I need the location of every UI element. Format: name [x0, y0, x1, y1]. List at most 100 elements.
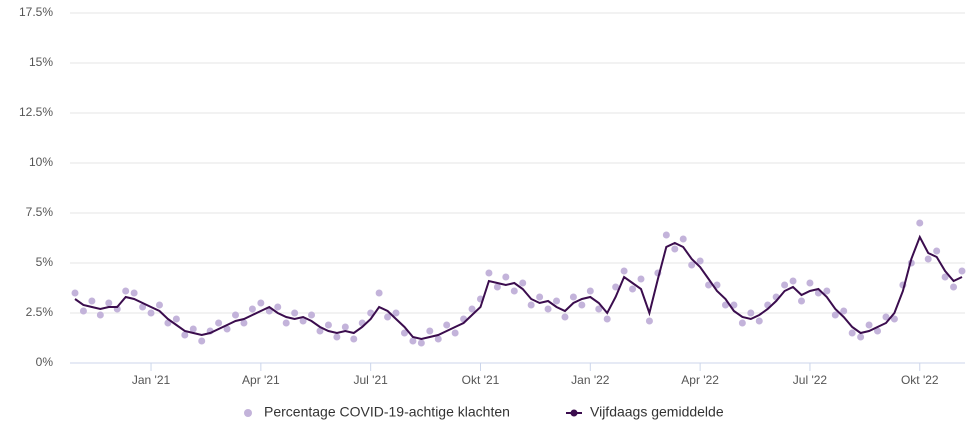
- data-dot: [147, 309, 155, 317]
- data-dot: [924, 255, 932, 263]
- data-dot: [713, 281, 721, 289]
- data-dot: [333, 333, 341, 341]
- data-dot: [232, 311, 240, 319]
- y-tick-label: 12.5%: [19, 105, 53, 119]
- data-dot: [198, 337, 206, 345]
- data-dot: [544, 305, 552, 313]
- data-dot: [493, 283, 501, 291]
- y-tick-label: 15%: [29, 55, 53, 69]
- data-dot: [831, 311, 839, 319]
- data-dot: [282, 319, 290, 327]
- data-dot: [848, 329, 856, 337]
- legend-label: Vijfdaags gemiddelde: [590, 404, 724, 420]
- data-dot: [71, 289, 79, 297]
- average-line: [74, 234, 963, 341]
- data-dot: [384, 313, 392, 321]
- data-dot: [933, 247, 941, 255]
- data-dot: [865, 321, 873, 329]
- data-dot: [417, 339, 425, 347]
- data-dot: [840, 307, 848, 315]
- data-dot: [755, 317, 763, 325]
- x-tick-label: Okt '22: [901, 373, 939, 387]
- x-tick-label: Jan '21: [132, 373, 171, 387]
- y-tick-label: 0%: [36, 355, 54, 369]
- legend-label: Percentage COVID-19-achtige klachten: [264, 404, 510, 420]
- data-dot: [603, 315, 611, 323]
- data-dot: [730, 301, 738, 309]
- data-dot: [527, 301, 535, 309]
- data-dot: [561, 313, 569, 321]
- data-dot: [122, 287, 130, 295]
- data-dot: [299, 317, 307, 325]
- y-tick-label: 10%: [29, 155, 53, 169]
- data-dot: [324, 321, 332, 329]
- data-dot: [257, 299, 265, 307]
- data-dot: [105, 299, 113, 307]
- data-dot: [958, 267, 966, 275]
- data-dot: [569, 293, 577, 301]
- y-tick-label: 5%: [36, 255, 54, 269]
- data-dot: [781, 281, 789, 289]
- data-dot: [341, 323, 349, 331]
- data-dot: [502, 273, 510, 281]
- data-dot: [223, 325, 231, 333]
- data-dot: [510, 287, 518, 295]
- y-tick-label: 7.5%: [26, 205, 54, 219]
- data-dot: [612, 283, 620, 291]
- data-dot: [595, 305, 603, 313]
- data-dot: [181, 331, 189, 339]
- x-tick-label: Jul '22: [793, 373, 828, 387]
- data-dot: [367, 309, 375, 317]
- x-tick-label: Okt '21: [462, 373, 500, 387]
- data-dot: [130, 289, 138, 297]
- data-dot: [679, 235, 687, 243]
- data-dot: [215, 319, 223, 327]
- data-dot: [553, 297, 561, 305]
- data-dot: [485, 269, 493, 277]
- data-dot: [96, 311, 104, 319]
- x-tick-label: Apr '22: [681, 373, 719, 387]
- data-dot: [671, 245, 679, 253]
- data-dot: [882, 313, 890, 321]
- data-dot: [519, 279, 527, 287]
- data-dot: [578, 301, 586, 309]
- data-dot: [586, 287, 594, 295]
- data-dot: [316, 327, 324, 335]
- data-dot: [88, 297, 96, 305]
- data-dot: [747, 309, 755, 317]
- data-dot: [155, 301, 163, 309]
- data-dot: [645, 317, 653, 325]
- x-tick-label: Jul '21: [354, 373, 389, 387]
- data-dot: [705, 281, 713, 289]
- data-dot: [662, 231, 670, 239]
- data-dot: [240, 319, 248, 327]
- data-dot: [172, 315, 180, 323]
- data-dot: [426, 327, 434, 335]
- y-tick-label: 17.5%: [19, 5, 53, 19]
- data-dot: [434, 335, 442, 343]
- data-dot: [696, 257, 704, 265]
- data-dot: [950, 283, 958, 291]
- data-dot: [916, 219, 924, 227]
- data-dot: [468, 305, 476, 313]
- data-dot: [139, 303, 147, 311]
- data-dot: [629, 285, 637, 293]
- data-dot: [823, 287, 831, 295]
- data-dot: [443, 321, 451, 329]
- data-dot: [248, 305, 256, 313]
- data-dot: [797, 297, 805, 305]
- data-dot: [308, 311, 316, 319]
- data-dot: [857, 333, 865, 341]
- data-dot: [789, 277, 797, 285]
- data-dot: [375, 289, 383, 297]
- data-dot: [451, 329, 459, 337]
- x-tick-label: Jan '22: [571, 373, 610, 387]
- data-dot: [874, 327, 882, 335]
- data-dot: [79, 307, 87, 315]
- y-tick-label: 2.5%: [26, 305, 54, 319]
- legend-symbol: [570, 409, 578, 417]
- data-dot: [350, 335, 358, 343]
- legend-symbol: [244, 409, 252, 417]
- data-dot: [806, 279, 814, 287]
